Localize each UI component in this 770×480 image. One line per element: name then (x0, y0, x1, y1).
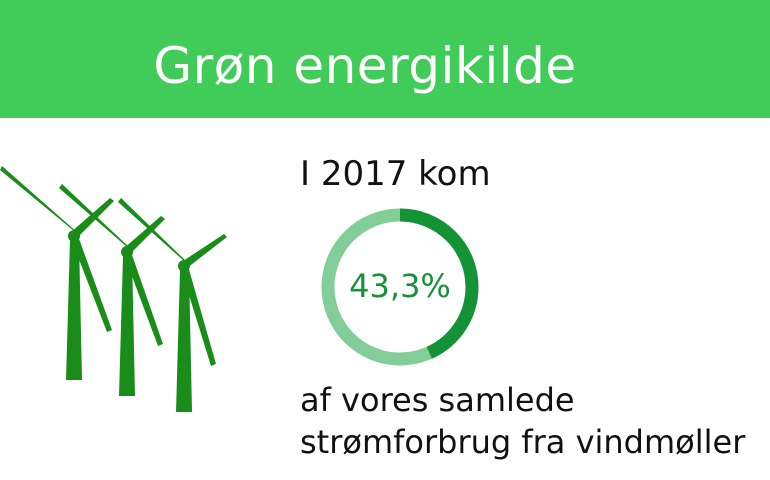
turbine-icon (118, 198, 227, 412)
turbine-icon (0, 166, 114, 380)
stat-description: af vores samlede strømforbrug fra vindmø… (300, 380, 745, 464)
turbine-icon (59, 184, 165, 396)
header-banner: Grøn energikilde (0, 0, 770, 118)
percentage-ring (321, 208, 479, 366)
stat-value: 43,3% (349, 267, 451, 305)
stat-description-line: af vores samlede (300, 381, 575, 419)
stat-description-line: strømforbrug fra vindmøller (300, 423, 746, 461)
stat-intro-text: I 2017 kom (300, 154, 491, 194)
ring-progress (321, 208, 479, 366)
wind-turbines-icon (0, 166, 227, 412)
page-title: Grøn energikilde (153, 37, 577, 95)
